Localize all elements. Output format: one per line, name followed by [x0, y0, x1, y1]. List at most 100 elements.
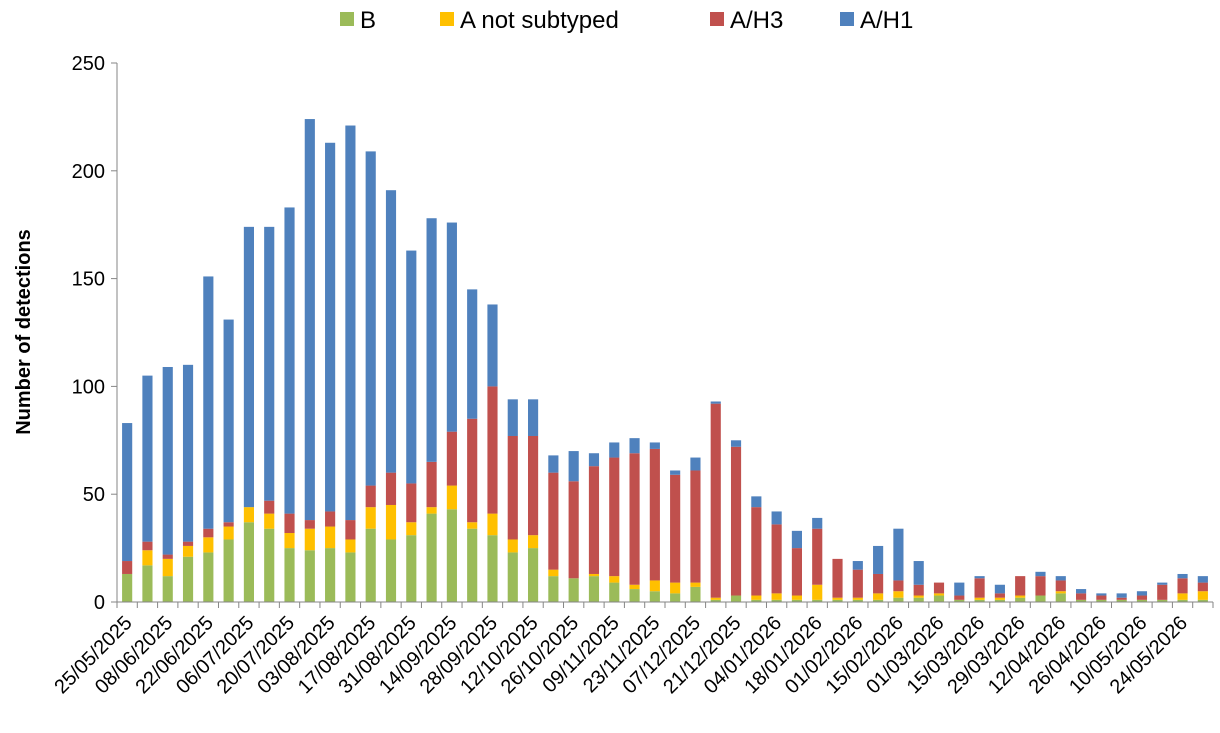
bar-segment-b: [670, 593, 681, 602]
bar-segment-a-h3: [1136, 595, 1148, 600]
bar-segment-a-h1: [974, 576, 985, 579]
bar-segment-b: [1197, 599, 1208, 602]
bar-segment-a-h1: [487, 304, 498, 387]
bar-segment-a-not-subtyped: [304, 528, 315, 551]
bar-segment-a-h3: [690, 470, 701, 583]
bar-segment-a-not-subtyped: [1015, 595, 1026, 598]
bar-segment-a-h1: [913, 561, 924, 585]
bar-segment-a-h1: [325, 142, 336, 512]
bar-segment-a-h1: [730, 440, 742, 447]
y-tick-label: 150: [72, 269, 105, 291]
bar-segment-a-h1: [690, 457, 701, 471]
bar-segment-a-h1: [1116, 593, 1127, 598]
bar-segment-b: [243, 522, 254, 602]
bar-segment-a-not-subtyped: [609, 576, 620, 583]
bar-segment-a-h3: [507, 435, 518, 540]
bar-segment-b: [1136, 599, 1148, 602]
bar-segment-a-h3: [1055, 580, 1066, 592]
bar-segment-a-not-subtyped: [264, 513, 275, 529]
bar-segment-a-not-subtyped: [365, 507, 376, 529]
bar-segment-b: [142, 565, 153, 602]
legend: B A not subtyped A/H3 A/H1: [340, 7, 913, 34]
bar-segment-a-h1: [548, 455, 559, 473]
bar-segment-a-h1: [751, 496, 762, 508]
bar-segment-a-h1: [893, 528, 904, 581]
bar-segment-a-not-subtyped: [182, 545, 194, 557]
bar-segment-a-h3: [609, 457, 620, 577]
bar-segment-a-h1: [1136, 591, 1148, 596]
bar-segment-a-h1: [243, 226, 254, 508]
bar-segment-a-not-subtyped: [325, 526, 336, 549]
bar-segment-a-not-subtyped: [832, 597, 843, 600]
bar-segment-b: [182, 556, 194, 602]
bar-segment-a-h3: [670, 474, 681, 583]
bar-segment-a-h3: [588, 466, 600, 574]
bar-segment-a-not-subtyped: [467, 522, 478, 529]
bar-segment-b: [812, 599, 823, 602]
bar-segment-a-h3: [710, 403, 721, 598]
bar-segment-a-not-subtyped: [406, 522, 417, 536]
bar-segment-a-h1: [852, 561, 863, 570]
bar-segment-b: [873, 599, 884, 602]
bar-segment-b: [609, 582, 620, 602]
y-axis-title: Number of detections: [13, 229, 35, 435]
bar-segment-a-not-subtyped: [284, 533, 295, 549]
bar-segment-a-h3: [182, 541, 194, 546]
bar-segment-b: [649, 591, 660, 602]
bar-segment-a-not-subtyped: [893, 591, 904, 598]
bar-segment-a-not-subtyped: [771, 593, 782, 600]
bar-segment-a-h3: [122, 561, 133, 574]
bar-segment-a-h3: [203, 528, 214, 538]
bar-segment-a-h1: [365, 151, 376, 486]
bar-segment-b: [771, 599, 782, 602]
y-tick-label: 0: [94, 592, 105, 614]
bar-segment-b: [832, 599, 843, 602]
bar-segment-a-h1: [568, 451, 579, 482]
bar-segment-a-not-subtyped: [588, 573, 600, 577]
bar-segment-a-h1: [284, 207, 295, 514]
bar-segment-a-h1: [122, 423, 133, 562]
bar-segment-a-not-subtyped: [446, 485, 457, 510]
bar-segment-a-h1: [142, 375, 153, 542]
bar-segment-b: [893, 597, 904, 602]
bar-segment-a-h1: [629, 438, 640, 454]
bar-segment-a-h1: [1177, 573, 1188, 579]
bar-segment-a-h3: [142, 541, 153, 551]
bar-segment-a-h1: [994, 584, 1005, 594]
bar-segment-a-not-subtyped: [974, 597, 985, 600]
bar-segment-a-h1: [446, 222, 457, 432]
bar-segment-a-not-subtyped: [162, 558, 173, 577]
bar-segment-a-h3: [893, 580, 904, 592]
bar-segment-a-h3: [1015, 576, 1026, 596]
legend-label: A/H1: [860, 7, 913, 34]
bar-segment-a-not-subtyped: [649, 580, 660, 592]
bar-segment-a-h3: [751, 507, 762, 596]
bar-segment-a-not-subtyped: [487, 513, 498, 536]
bar-segment-a-h1: [954, 582, 965, 596]
bar-segment-b: [629, 589, 640, 602]
bar-segment-b: [690, 586, 701, 602]
bar-segment-a-h3: [1157, 584, 1168, 600]
bar-segment-a-not-subtyped: [223, 526, 234, 540]
bar-segment-a-not-subtyped: [933, 593, 945, 596]
bar-segment-b: [507, 552, 518, 602]
y-tick-label: 200: [72, 161, 105, 183]
bar-segment-a-not-subtyped: [385, 504, 397, 540]
bar-segment-b: [974, 599, 985, 602]
bar-segment-a-h1: [507, 399, 518, 436]
bar-segment-a-not-subtyped: [345, 539, 356, 553]
bar-segment-b: [1035, 595, 1046, 602]
bar-segment-b: [223, 539, 234, 602]
bar-segment-a-h1: [223, 319, 234, 523]
bar-segment-a-h1: [609, 442, 620, 458]
bar-segment-a-h3: [1116, 597, 1127, 600]
bar-segment-a-h3: [1177, 578, 1188, 594]
bar-segment-b: [1076, 599, 1087, 602]
bar-segment-a-h3: [791, 548, 802, 596]
bar-segment-b: [406, 535, 417, 602]
bar-segment-b: [446, 509, 457, 602]
bar-segment-b: [1015, 597, 1026, 602]
bar-segment-a-h3: [365, 485, 376, 508]
bar-segment-a-h1: [1096, 593, 1107, 596]
